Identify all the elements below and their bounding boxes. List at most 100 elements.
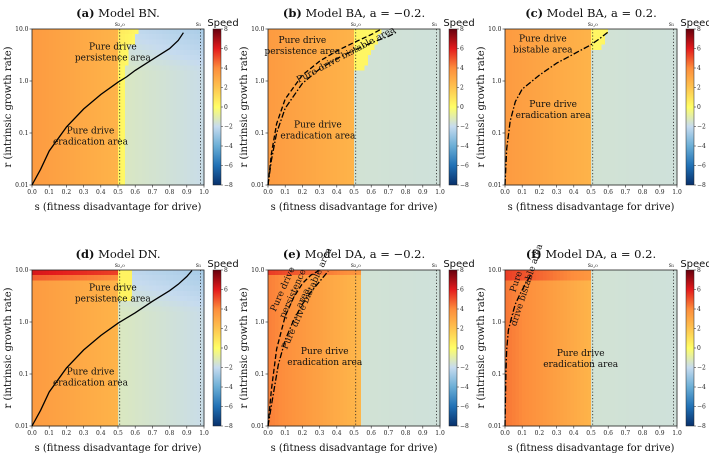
heatmap-cell — [436, 169, 441, 175]
heatmap-cell — [436, 96, 441, 103]
heatmap-cell — [329, 127, 334, 134]
heatmap-cell — [391, 127, 396, 134]
heatmap-cell — [405, 164, 410, 170]
heatmap-cell — [159, 86, 164, 92]
heatmap-cell — [573, 127, 578, 134]
heatmap-cell — [525, 81, 530, 87]
heatmap-cell — [505, 49, 509, 56]
heatmap-cell — [42, 101, 47, 108]
heatmap-cell — [632, 55, 637, 61]
heatmap-cell — [193, 70, 198, 77]
heatmap-cell — [166, 179, 170, 186]
heatmap-cell — [135, 122, 140, 129]
heatmap-cell — [45, 107, 50, 113]
heatmap-cell — [632, 159, 637, 165]
heatmap-cell — [114, 153, 119, 160]
heatmap-cell — [529, 96, 533, 103]
heatmap-cell — [384, 127, 389, 134]
heatmap-cell — [405, 148, 410, 155]
heatmap-cell — [422, 34, 427, 40]
heatmap-cell — [652, 153, 657, 160]
heatmap-cell — [381, 169, 386, 175]
heatmap-cell — [152, 44, 157, 51]
heatmap-cell — [615, 169, 619, 175]
heatmap-cell — [343, 127, 348, 134]
heatmap-cell — [281, 143, 286, 149]
heatmap-cell — [336, 91, 341, 97]
heatmap-cell — [183, 34, 188, 40]
heatmap-cell — [563, 174, 568, 181]
heatmap-cell — [73, 127, 78, 134]
heatmap-cell — [597, 127, 602, 134]
heatmap-cell — [663, 174, 668, 181]
heatmap-cell — [135, 107, 140, 113]
heatmap-cell — [111, 179, 115, 186]
heatmap-cell — [412, 117, 417, 123]
heatmap-cell — [298, 164, 303, 170]
heatmap-cell — [183, 143, 188, 149]
heatmap-cell — [580, 29, 585, 35]
heatmap-cell — [190, 86, 195, 92]
heatmap-cell — [350, 96, 355, 103]
heatmap-cell — [80, 49, 84, 56]
heatmap-cell — [364, 86, 369, 92]
heatmap-cell — [535, 96, 540, 103]
heatmap-cell — [93, 179, 98, 186]
heatmap-cell — [405, 117, 410, 123]
heatmap-cell — [367, 49, 372, 56]
heatmap-cell — [45, 179, 50, 186]
heatmap-cell — [511, 29, 516, 35]
heatmap-cell — [505, 117, 509, 123]
heatmap-cell — [298, 44, 303, 51]
heatmap-cell — [378, 49, 382, 56]
heatmap-cell — [73, 91, 78, 97]
heatmap-cell — [176, 122, 181, 129]
heatmap-cell — [364, 133, 369, 139]
heatmap-cell — [621, 55, 626, 61]
heatmap-cell — [124, 107, 129, 113]
heatmap-cell — [333, 39, 338, 45]
heatmap-cell — [111, 91, 115, 97]
heatmap-cell — [152, 34, 157, 40]
heatmap-cell — [59, 389, 64, 396]
heatmap-cell — [190, 153, 195, 160]
heatmap-cell — [87, 138, 91, 144]
heatmap-cell — [56, 117, 60, 123]
heatmap-cell — [584, 96, 588, 103]
heatmap-cell — [35, 374, 40, 380]
heatmap-cell — [298, 65, 303, 71]
heatmap-cell — [542, 60, 547, 66]
heatmap-cell — [652, 29, 657, 35]
heatmap-cell — [104, 112, 109, 118]
heatmap-cell — [186, 112, 191, 118]
heatmap-cell — [398, 101, 403, 108]
heatmap-cell — [80, 159, 84, 165]
heatmap-cell — [148, 107, 153, 113]
heatmap-cell — [608, 138, 613, 144]
heatmap-cell — [32, 29, 36, 35]
heatmap-cell — [378, 117, 382, 123]
heatmap-cell — [52, 348, 57, 354]
heatmap-cell — [100, 29, 105, 35]
heatmap-cell — [670, 49, 674, 56]
heatmap-cell — [412, 138, 417, 144]
heatmap-cell — [553, 143, 557, 149]
heatmap-cell — [66, 44, 71, 51]
heatmap-cell — [268, 127, 272, 134]
heatmap-cell — [200, 91, 205, 97]
heatmap-cell — [347, 39, 351, 45]
heatmap-cell — [549, 70, 554, 77]
heatmap-cell — [121, 60, 126, 66]
heatmap-cell — [59, 86, 64, 92]
heatmap-cell — [639, 29, 643, 35]
heatmap-cell — [62, 107, 67, 113]
heatmap-cell — [45, 353, 50, 359]
heatmap-cell — [38, 49, 43, 56]
heatmap-cell — [422, 164, 427, 170]
heatmap-cell — [59, 296, 64, 302]
heatmap-cell — [666, 169, 671, 175]
heatmap-cell — [405, 107, 410, 113]
heatmap-cell — [183, 164, 188, 170]
heatmap-cell — [159, 29, 164, 35]
